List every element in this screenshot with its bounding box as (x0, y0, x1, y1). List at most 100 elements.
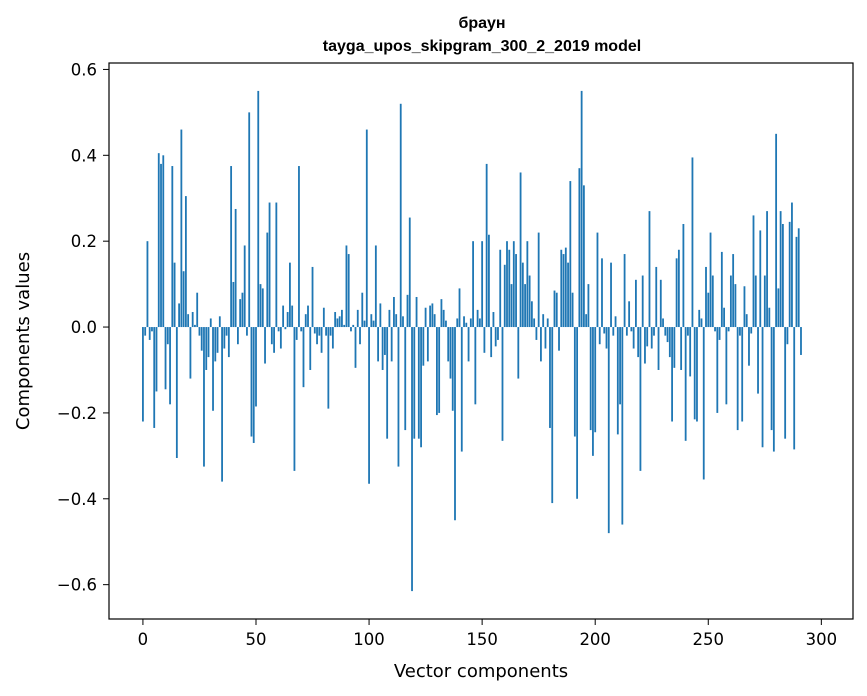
bar-component-242 (689, 327, 692, 377)
bar-component-20 (187, 314, 190, 328)
bar-component-148 (476, 309, 479, 328)
bar-component-193 (578, 168, 581, 328)
bar-component-161 (506, 241, 508, 328)
bar-component-21 (189, 327, 192, 379)
bar-component-87 (338, 316, 341, 328)
bar-component-56 (268, 202, 271, 328)
bar-component-74 (309, 327, 312, 370)
bar-component-182 (553, 290, 556, 328)
y-tick-label: 0.4 (71, 146, 97, 165)
bar-component-163 (510, 284, 513, 328)
bar-component-30 (209, 318, 212, 328)
bar-component-155 (492, 312, 495, 328)
bar-component-84 (331, 327, 334, 349)
bar-component-239 (682, 224, 685, 328)
bar-component-14 (173, 262, 176, 328)
bar-component-64 (286, 312, 289, 328)
bar-component-234 (671, 327, 673, 422)
bar-component-142 (463, 316, 465, 328)
bar-component-41 (234, 208, 237, 328)
bar-component-203 (601, 258, 603, 328)
y-tick-label: 0.6 (71, 60, 97, 79)
bar-component-4 (151, 327, 153, 332)
bar-component-180 (549, 327, 551, 428)
bar-component-184 (558, 327, 560, 351)
bar-component-117 (406, 294, 409, 328)
bar-component-232 (666, 327, 669, 343)
y-tick-label: −0.4 (57, 490, 97, 509)
bar-component-194 (580, 90, 583, 328)
bar-component-5 (153, 327, 156, 428)
bar-component-252 (711, 275, 714, 328)
bar-component-247 (700, 318, 703, 328)
bar-component-264 (739, 327, 741, 336)
bar-component-285 (786, 327, 789, 345)
bar-component-165 (515, 254, 517, 328)
bar-component-263 (736, 327, 739, 431)
bar-component-151 (483, 327, 486, 353)
bar-component-152 (485, 163, 488, 328)
bar-component-201 (596, 232, 599, 328)
bar-component-32 (214, 327, 217, 362)
bar-component-291 (800, 327, 802, 355)
bar-component-166 (517, 327, 520, 379)
bar-component-121 (415, 296, 418, 328)
bar-component-284 (784, 327, 787, 439)
bar-component-235 (673, 327, 676, 368)
x-tick-label: 100 (353, 630, 385, 649)
bar-component-237 (677, 249, 680, 328)
bar-component-262 (734, 284, 737, 328)
y-tick-label: 0.2 (71, 232, 97, 251)
bar-component-279 (772, 327, 775, 452)
bar-component-287 (791, 202, 793, 328)
bar-component-228 (657, 327, 660, 370)
bar-component-50 (255, 327, 257, 407)
bar-component-259 (727, 327, 730, 332)
bar-component-270 (752, 215, 755, 328)
x-tick-label: 300 (806, 630, 838, 649)
bar-component-55 (266, 232, 269, 328)
bar-component-277 (768, 307, 771, 328)
bar-component-61 (279, 327, 282, 349)
bar-component-256 (720, 251, 723, 328)
bar-component-125 (424, 307, 427, 328)
bar-component-2 (146, 241, 149, 328)
bar-component-145 (469, 318, 472, 328)
bar-component-196 (585, 314, 588, 328)
bar-component-72 (304, 314, 307, 328)
bar-component-204 (603, 327, 606, 334)
bar-component-185 (560, 249, 563, 328)
bar-component-169 (524, 284, 526, 328)
bar-component-99 (365, 129, 368, 328)
bar-component-103 (374, 245, 377, 328)
bar-component-47 (248, 112, 251, 328)
bar-component-172 (530, 301, 533, 328)
bar-component-179 (546, 318, 549, 328)
bar-component-255 (718, 327, 721, 340)
x-tick-label: 50 (245, 630, 266, 649)
bar-component-280 (775, 133, 778, 328)
bar-component-53 (261, 288, 264, 328)
bar-component-19 (184, 196, 187, 328)
bar-component-141 (460, 327, 463, 452)
chart-title-line2: tayga_upos_skipgram_300_2_2019 model (323, 38, 641, 55)
bar-component-173 (533, 318, 536, 328)
bar-component-73 (307, 305, 309, 328)
bar-component-129 (433, 314, 436, 328)
bar-component-54 (264, 327, 266, 364)
bar-component-10 (164, 327, 167, 390)
bar-component-251 (709, 232, 712, 328)
bar-component-34 (218, 316, 221, 328)
bar-component-28 (205, 327, 208, 370)
bar-component-159 (501, 327, 504, 441)
bar-component-113 (397, 327, 400, 467)
bar-component-238 (680, 327, 683, 370)
bar-component-144 (467, 327, 470, 362)
bar-component-138 (454, 327, 456, 521)
bar-component-63 (284, 327, 287, 330)
bar-component-207 (610, 262, 612, 328)
bar-component-8 (160, 163, 162, 328)
bar-component-261 (732, 254, 735, 328)
bar-component-58 (273, 327, 275, 353)
bar-component-250 (707, 292, 710, 328)
